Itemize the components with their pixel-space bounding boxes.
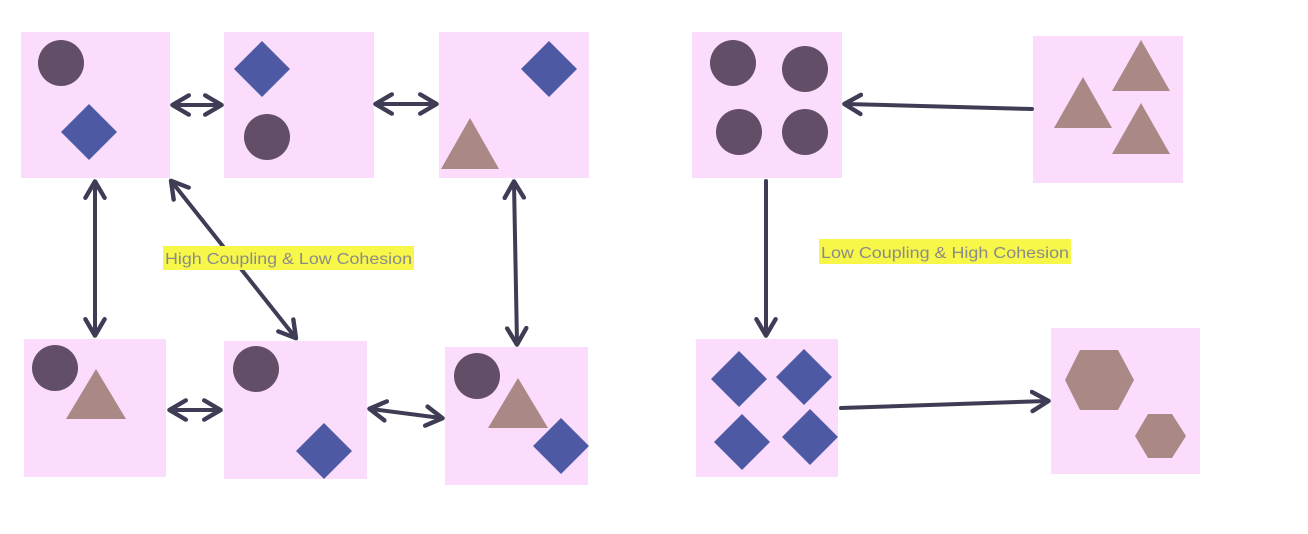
module-left-bottom-3 (445, 347, 589, 485)
hexagon-shape (1135, 414, 1186, 458)
diamond-shape (296, 423, 352, 479)
triangle-shape (441, 118, 499, 169)
left-label: High Coupling & Low Cohesion (163, 246, 414, 270)
left-diagram: High Coupling & Low Cohesion (21, 32, 589, 485)
hexagon-shape (1065, 350, 1134, 410)
triangle-shape (488, 378, 548, 428)
module-box (224, 32, 374, 178)
triangle-shape (66, 369, 126, 419)
module-right-hexagons (1051, 328, 1200, 474)
triangle-shape (1054, 77, 1112, 128)
arrow-triangles-to-circles (846, 104, 1034, 109)
arrow-diamonds-to-hexagons (839, 401, 1047, 408)
circle-shape (233, 346, 279, 392)
diamond-shape (776, 349, 832, 405)
module-left-bottom-2 (224, 341, 367, 479)
circle-shape (710, 40, 756, 86)
module-right-circles (692, 32, 842, 178)
label-highlight (163, 246, 414, 270)
left-label-text: High Coupling & Low Cohesion (165, 251, 412, 268)
right-label-text: Low Coupling & High Cohesion (821, 245, 1069, 262)
triangle-shape (1112, 103, 1170, 154)
module-right-triangles (1033, 36, 1183, 183)
diamond-shape (714, 414, 770, 470)
circle-shape (782, 46, 828, 92)
module-left-top-2 (224, 32, 374, 178)
circle-shape (782, 109, 828, 155)
circle-shape (454, 353, 500, 399)
diamond-shape (521, 41, 577, 97)
arrow-e-f (371, 409, 441, 418)
diamond-shape (711, 351, 767, 407)
module-left-bottom-1 (24, 339, 166, 477)
circle-shape (38, 40, 84, 86)
module-box (1051, 328, 1200, 474)
label-highlight (819, 239, 1071, 264)
diamond-shape (533, 418, 589, 474)
diamond-shape (234, 41, 290, 97)
module-left-top-3 (439, 32, 589, 178)
circle-shape (244, 114, 290, 160)
triangle-shape (1112, 40, 1170, 91)
module-right-diamonds (696, 339, 838, 477)
module-left-top-1 (21, 32, 170, 178)
diamond-shape (782, 409, 838, 465)
diamond-shape (61, 104, 117, 160)
right-diagram: Low Coupling & High Cohesion (692, 32, 1200, 477)
module-box (1033, 36, 1183, 183)
arrow-c-f (514, 183, 517, 343)
circle-shape (716, 109, 762, 155)
circle-shape (32, 345, 78, 391)
right-label: Low Coupling & High Cohesion (819, 239, 1071, 264)
